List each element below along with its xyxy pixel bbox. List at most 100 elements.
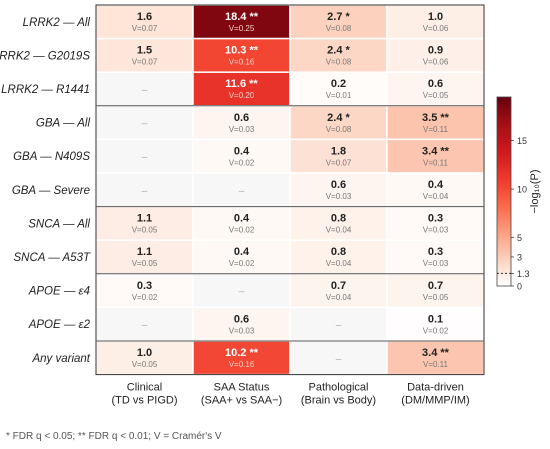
heatmap-cell [95,239,194,275]
heatmap-cell [386,273,485,309]
cell-value-label: 11.6 ** [225,78,258,90]
cell-effect-size-label: V=0.05 [423,91,449,100]
heatmap-cell [386,37,485,73]
cell-missing-label: – [142,85,148,96]
cell-value-label: 0.7 [428,280,443,292]
row-label: LRRK2 — All [23,17,91,29]
cell-value-label: 1.1 [137,213,152,225]
heatmap-cell [386,105,485,141]
cell-value-label: 10.3 ** [225,45,259,57]
row-label: APOE — ε4 [28,286,90,298]
colorbar-tick-label: 15 [517,136,527,146]
cell-effect-size-label: V=0.03 [326,192,352,201]
cell-value-label: 0.6 [331,179,346,191]
row-label: LRRK2 — G2019S [0,50,90,62]
cell-effect-size-label: V=0.05 [132,259,158,268]
cell-value-label: 1.8 [331,145,346,157]
cell-effect-size-label: V=0.20 [229,91,255,100]
heatmap-frame [95,4,485,376]
cell-effect-size-label: V=0.06 [423,24,449,33]
row-label: SNCA — A53T [14,252,91,264]
cell-effect-size-label: V=0.02 [229,226,255,235]
cell-effect-size-label: V=0.02 [229,158,255,167]
cell-value-label: 0.6 [234,112,249,124]
cell-missing-label: – [142,119,148,130]
cell-value-label: 1.0 [137,347,152,359]
cell-value-label: 1.6 [137,11,152,23]
heatmap-cell [192,37,291,73]
cell-missing-label: – [142,152,148,163]
heatmap-cell [192,340,291,376]
cell-value-label: 0.4 [234,213,250,225]
heatmap-cell [192,172,291,208]
cell-value-label: 3.4 ** [422,145,450,157]
cell-effect-size-label: V=0.03 [229,326,255,335]
cell-effect-size-label: V=0.03 [423,259,449,268]
cell-value-label: 0.6 [234,313,249,325]
cell-value-label: 0.6 [428,78,443,90]
cell-effect-size-label: V=0.03 [229,125,255,134]
cell-effect-size-label: V=0.08 [326,58,352,67]
row-label: LRRK2 — R1441 [1,84,90,96]
cell-effect-size-label: V=0.04 [326,293,352,302]
cell-effect-size-label: V=0.02 [423,326,449,335]
cell-effect-size-label: V=0.16 [229,58,255,67]
cell-effect-size-label: V=0.16 [229,360,255,369]
cell-value-label: 0.7 [331,280,346,292]
heatmap-cell [289,172,388,208]
colorbar-label: −log₁₀(P) [529,169,541,213]
footnote: * FDR q < 0.05; ** FDR q < 0.01; V = Cra… [6,431,222,442]
cell-effect-size-label: V=0.01 [326,91,352,100]
cell-effect-size-label: V=0.11 [423,158,449,167]
cell-missing-label: – [239,287,245,298]
heatmap-cell [95,306,194,342]
cell-value-label: 1.5 [137,45,152,57]
cell-value-label: 0.8 [331,213,346,225]
heatmap-cell [386,138,485,174]
cell-effect-size-label: V=0.02 [229,259,255,268]
row-label: Any variant [31,353,90,365]
cell-effect-size-label: V=0.07 [132,24,158,33]
cell-effect-size-label: V=0.05 [423,293,449,302]
cell-value-label: 2.4 * [327,45,350,57]
row-label: APOE — ε2 [28,319,91,331]
cell-value-label: 3.5 ** [422,112,450,124]
column-label-line1: Pathological [309,382,369,394]
cell-value-label: 0.3 [137,280,152,292]
column-label-line1: Data-driven [407,382,464,394]
row-label: GBA — All [36,118,91,130]
cell-value-label: 0.2 [331,78,346,90]
heatmap-cell [192,4,291,40]
cell-effect-size-label: V=0.04 [326,259,352,268]
cell-effect-size-label: V=0.04 [423,192,449,201]
cell-missing-label: – [239,186,245,197]
row-label: SNCA — All [28,218,90,230]
column-label-line2: (TD vs PIGD) [112,395,178,407]
cell-value-label: 0.1 [428,313,443,325]
row-label: GBA — N409S [13,151,90,163]
cell-effect-size-label: V=0.25 [229,24,255,33]
colorbar-tick-label: 0 [517,282,522,292]
cell-value-label: 0.4 [234,246,250,258]
cell-value-label: 0.3 [428,246,443,258]
colorbar-tick-label: 5 [517,233,522,243]
cell-effect-size-label: V=0.02 [132,293,158,302]
colorbar-tick-label: 1.3 [517,269,530,279]
cell-effect-size-label: V=0.07 [326,158,352,167]
cell-effect-size-label: V=0.07 [132,58,158,67]
column-label-line2: (SAA+ vs SAA−) [201,395,282,407]
cell-value-label: 0.3 [428,213,443,225]
cell-missing-label: – [142,320,148,331]
heatmap-cell [289,239,388,275]
cell-effect-size-label: V=0.04 [326,226,352,235]
cell-effect-size-label: V=0.08 [326,125,352,134]
cell-effect-size-label: V=0.08 [326,24,352,33]
heatmap-cell [386,71,485,107]
column-label-line1: SAA Status [214,382,270,394]
cell-missing-label: – [142,186,148,197]
colorbar-tick-label: 3 [517,252,522,262]
row-label: GBA — Severe [12,185,90,197]
cell-value-label: 0.9 [428,45,443,57]
column-label-line2: (DM/MMP/IM) [401,395,469,407]
cell-missing-label: – [336,320,342,331]
